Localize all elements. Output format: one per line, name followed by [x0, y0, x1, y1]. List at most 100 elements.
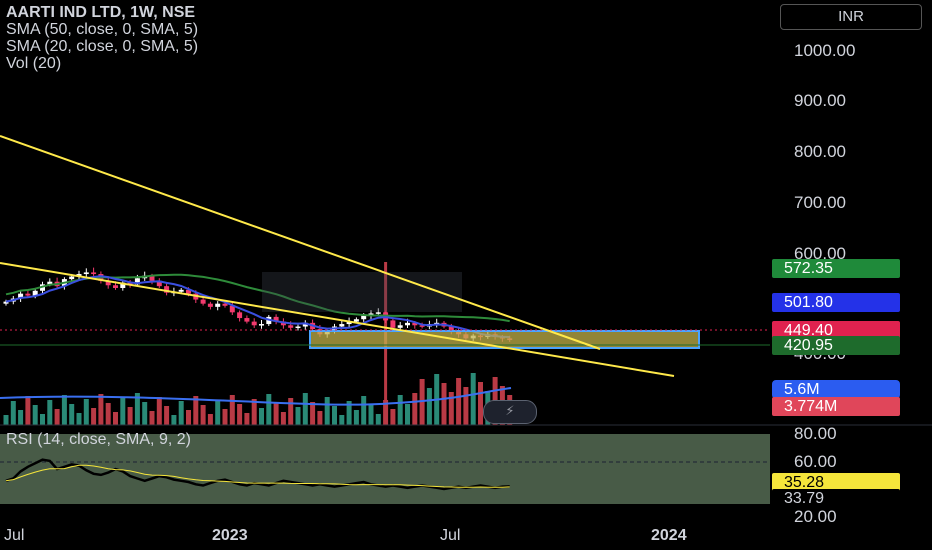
- candle-body: [113, 285, 118, 288]
- volume-bar: [178, 401, 184, 425]
- volume-bar: [405, 404, 410, 425]
- volume-bar: [448, 392, 454, 425]
- volume-bar: [441, 383, 447, 425]
- volume-bar: [317, 411, 323, 425]
- candle-body: [405, 322, 410, 326]
- candle-body: [419, 325, 425, 327]
- time-tick: 2024: [651, 527, 687, 544]
- candle-body: [47, 281, 53, 285]
- volume-bar: [3, 415, 9, 425]
- volume-bar: [83, 399, 89, 425]
- volume-bar: [324, 397, 330, 425]
- price-tick: 1000.00: [794, 41, 856, 60]
- volume-bar: [456, 378, 462, 425]
- sma20-badge: 501.80: [772, 293, 900, 312]
- volume-bar: [18, 410, 24, 425]
- volume-bar: [346, 401, 352, 425]
- candle-body: [215, 303, 221, 307]
- candle-body: [280, 321, 286, 326]
- volume-bar: [237, 404, 243, 425]
- consolidation-box: [262, 272, 462, 312]
- volume-bar: [40, 414, 45, 425]
- candle-body: [91, 272, 97, 275]
- currency-selector[interactable]: INR: [780, 4, 922, 30]
- rsi-ma-badge: 33.79: [772, 489, 900, 508]
- candle-body: [32, 290, 38, 296]
- volume-legend[interactable]: Vol (20): [6, 55, 62, 72]
- volume-bar: [164, 406, 170, 425]
- last-price-badge: 449.40: [772, 321, 900, 340]
- candle-body: [295, 326, 301, 329]
- volume-bar: [142, 402, 148, 425]
- candle-body: [251, 321, 257, 326]
- upper-trendline: [0, 135, 601, 350]
- candle-body: [3, 301, 9, 304]
- rsi-ma-line: [5, 464, 510, 488]
- candle-body: [207, 303, 213, 307]
- volume-bar: [10, 401, 16, 425]
- volume-ma-line: [0, 387, 512, 406]
- sma20-legend[interactable]: SMA (20, close, 0, SMA, 5): [6, 38, 199, 55]
- volume-bar: [91, 408, 97, 425]
- volume-bar: [273, 403, 279, 425]
- volume-bar: [397, 395, 403, 425]
- volume-bar: [310, 402, 316, 425]
- price-tick: 800.00: [794, 142, 846, 161]
- sma50-badge: 572.35: [772, 259, 900, 278]
- candle-body: [259, 324, 264, 326]
- volume-bar: [69, 404, 75, 425]
- volume-bar: [134, 393, 140, 425]
- candle-body: [302, 322, 308, 327]
- volume-bar: [120, 398, 126, 425]
- candle-body: [361, 315, 367, 320]
- volume-bar: [76, 413, 82, 425]
- volume-bar: [288, 398, 294, 425]
- volume-bar: [61, 395, 67, 425]
- volume-bar: [266, 394, 272, 425]
- volume-bar: [295, 407, 301, 425]
- volume-bar: [186, 410, 191, 425]
- symbol-title[interactable]: AARTI IND LTD, 1W, NSE: [6, 4, 196, 21]
- volume-bar: [47, 400, 53, 425]
- volume-bar: [215, 400, 221, 425]
- lower-trendline: [0, 262, 675, 377]
- candle-body: [127, 282, 133, 285]
- price-tick: 900.00: [794, 91, 846, 110]
- candle-body: [149, 275, 155, 281]
- volume-bar: [368, 405, 374, 425]
- candle-body: [375, 312, 381, 314]
- volume-bar: [332, 406, 337, 425]
- volume-bar: [244, 413, 250, 425]
- lightning-icon[interactable]: ⚡: [483, 400, 537, 424]
- candle-body: [339, 324, 345, 327]
- volume-bar: [302, 393, 308, 425]
- candle-body: [200, 299, 206, 304]
- volume-bar: [222, 409, 228, 425]
- volume-bar: [200, 405, 206, 425]
- volume-bar: [171, 415, 177, 425]
- rsi-legend[interactable]: RSI (14, close, SMA, 9, 2): [6, 431, 191, 448]
- candle-body: [25, 293, 31, 296]
- rsi-panel: [0, 434, 770, 504]
- rsi-tick: 20.00: [794, 507, 837, 526]
- volume-bar: [193, 396, 199, 425]
- level-badge: 420.95: [772, 336, 900, 355]
- sma50-legend[interactable]: SMA (50, close, 0, SMA, 5): [6, 21, 199, 38]
- candle-body: [390, 320, 396, 328]
- volume-bar: [470, 373, 476, 425]
- volume-bar: [105, 403, 111, 425]
- candle-body: [120, 282, 126, 288]
- volume-badge: 3.774M: [772, 397, 900, 416]
- volume-bar: [339, 415, 345, 425]
- candle-body: [229, 305, 235, 313]
- price-panel: [0, 135, 932, 426]
- candle-body: [105, 280, 111, 286]
- candle-body: [222, 303, 228, 306]
- candle-body: [164, 286, 170, 293]
- volume-bar: [98, 394, 104, 425]
- candle-body: [273, 316, 279, 322]
- volume-bar: [113, 412, 118, 425]
- price-tick: 600.00: [794, 244, 846, 263]
- volume-bar: [32, 405, 38, 425]
- candle-body: [237, 312, 243, 319]
